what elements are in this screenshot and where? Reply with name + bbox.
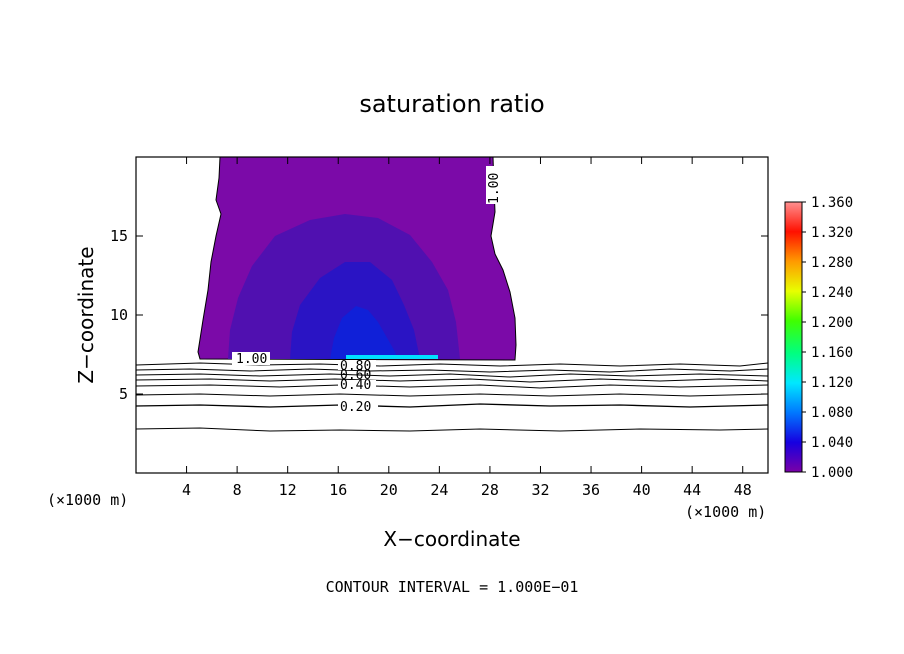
colorbar-tick-label: 1.360 <box>811 195 853 211</box>
colorbar-tick-label: 1.160 <box>811 345 853 361</box>
x-tick-label: 4 <box>182 481 191 499</box>
x-tick-label: 16 <box>329 481 347 499</box>
x-tick-label: 32 <box>531 481 549 499</box>
contour-interval-note: CONTOUR INTERVAL = 1.000E−01 <box>326 578 579 596</box>
colorbar-tick-label: 1.000 <box>811 465 853 481</box>
x-tick-label: 8 <box>233 481 242 499</box>
x-tick-label: 20 <box>380 481 398 499</box>
x-tick-label: 12 <box>279 481 297 499</box>
colorbar-tick-label: 1.240 <box>811 285 853 301</box>
x-axis-unit: (×1000 m) <box>685 503 766 521</box>
colorbar-gradient <box>784 201 803 473</box>
x-axis-label: X−coordinate <box>383 527 520 551</box>
contour-label: 1.00 <box>236 352 267 367</box>
contour-label-group: 1.00 1.00 0.80 0.60 0.40 0.20 <box>232 166 502 415</box>
supersaturation-region-deep <box>330 306 398 359</box>
supersaturation-peak <box>346 355 438 359</box>
x-axis: 4 8 12 16 20 24 28 32 36 40 44 48 <box>182 157 752 499</box>
contour-label: 0.60 <box>340 368 371 383</box>
colorbar-tick-label: 1.200 <box>811 315 853 331</box>
x-tick-label: 24 <box>430 481 448 499</box>
contour-label: 0.40 <box>340 378 371 393</box>
y-tick-label: 15 <box>110 227 128 245</box>
x-tick-label: 36 <box>582 481 600 499</box>
x-tick-label: 40 <box>633 481 651 499</box>
contour-label: 1.00 <box>487 173 502 204</box>
colorbar-tick-label: 1.080 <box>811 405 853 421</box>
x-tick-label: 44 <box>683 481 701 499</box>
colorbar: 1.360 1.320 1.280 1.240 1.200 1.160 1.120 1.080… <box>784 195 853 481</box>
contour-label: 0.20 <box>340 400 371 415</box>
contour-label: 0.80 <box>340 359 371 374</box>
x-tick-label: 28 <box>481 481 499 499</box>
colorbar-ticks: 1.360 1.320 1.280 1.240 1.200 1.160 1.120 1.080… <box>802 195 853 481</box>
contour-lines <box>136 362 768 432</box>
y-axis-label: Z−coordinate <box>74 246 98 383</box>
colorbar-tick-label: 1.320 <box>811 225 853 241</box>
y-axis: 5 10 15 <box>110 227 768 403</box>
y-axis-unit: (×1000 m) <box>47 491 128 509</box>
y-tick-label: 10 <box>110 306 128 324</box>
colorbar-tick-label: 1.120 <box>811 375 853 391</box>
x-tick-label: 48 <box>734 481 752 499</box>
colorbar-tick-label: 1.280 <box>811 255 853 271</box>
plot-area <box>136 157 768 432</box>
colorbar-tick-label: 1.040 <box>811 435 853 451</box>
chart-title: saturation ratio <box>359 90 544 118</box>
y-tick-label: 5 <box>119 385 128 403</box>
